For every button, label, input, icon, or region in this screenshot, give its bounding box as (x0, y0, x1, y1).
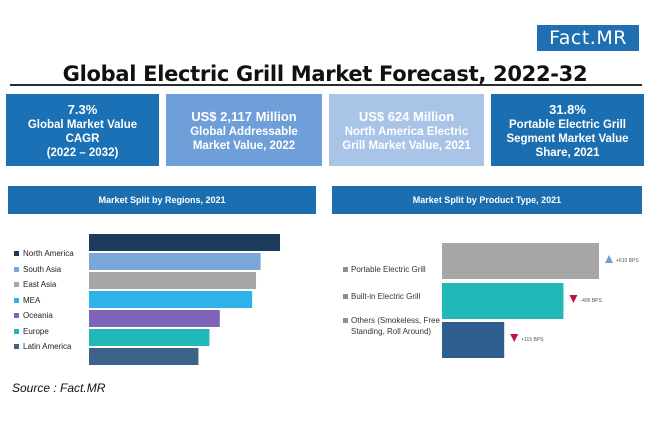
legend-item: South Asia (14, 264, 94, 276)
up-triangle-icon (605, 255, 613, 263)
kpi-cagr-line3: (2022 – 2032) (46, 146, 119, 159)
label-line: Portable Electric Grill (351, 265, 426, 274)
kpi-cagr: 7.3% Global Market Value CAGR (2022 – 20… (6, 94, 159, 166)
region-bar (89, 291, 253, 308)
legend-item: Oceania (14, 310, 94, 322)
product-type-label: Others (Smokeless, Free Standing, Roll Ar… (343, 315, 440, 337)
legend-label: Latin America (23, 342, 72, 351)
brand-logo: Fact.MR (537, 25, 639, 51)
kpi-addressable-line2: Market Value, 2022 (192, 139, 296, 152)
kpi-addressable-market: US$ 2,117 Million Global Addressable Mar… (166, 94, 322, 166)
region-bar (89, 272, 257, 289)
kpi-cagr-line2: CAGR (65, 132, 100, 145)
product-chart-title: Market Split by Product Type, 2021 (332, 186, 642, 214)
kpi-portable-line3: Share, 2021 (535, 146, 600, 159)
kpi-portable-line1: Portable Electric Grill (509, 118, 626, 131)
bps-change-label: +115 BPS (521, 337, 544, 343)
kpi-north-america-line2: Grill Market Value, 2021 (342, 139, 471, 152)
region-bar (89, 310, 220, 327)
kpi-north-america-value: US$ 624 Million (358, 108, 455, 124)
legend-label: South Asia (23, 264, 62, 274)
legend-item: Europe (14, 326, 94, 338)
legend-swatch (14, 313, 19, 318)
kpi-portable-line2: Segment Market Value (506, 132, 629, 145)
label-line: Built-in Electric Grill (351, 292, 421, 301)
kpi-cagr-value: 7.3% (67, 101, 98, 117)
kpi-portable-value: 31.8% (549, 101, 586, 117)
label-bullet (343, 267, 348, 272)
kpi-north-america-line1: North America Electric (344, 125, 469, 138)
legend-label: North America (23, 249, 74, 258)
label-bullet (343, 294, 348, 299)
legend-swatch (14, 251, 19, 256)
kpi-portable-share: 31.8% Portable Electric Grill Segment Ma… (491, 94, 644, 166)
bps-change-label: +610 BPS (616, 258, 639, 264)
legend-item: Latin America (14, 341, 94, 353)
label-line: Standing, Roll Around) (351, 327, 432, 336)
region-bar (89, 253, 261, 270)
legend-item: North America (14, 248, 94, 260)
legend-swatch (14, 344, 19, 349)
label-line: Others (Smokeless, Free (351, 316, 440, 325)
product-type-label: Built-in Electric Grill (343, 291, 420, 302)
down-triangle-icon (510, 334, 519, 342)
legend-label: Europe (23, 326, 49, 336)
page-title: Global Electric Grill Market Forecast, 2… (62, 62, 588, 86)
kpi-addressable-value: US$ 2,117 Million (191, 108, 297, 124)
legend-swatch (14, 282, 19, 287)
kpi-north-america: US$ 624 Million North America Electric G… (329, 94, 484, 166)
product-type-bar (442, 322, 505, 358)
region-bar (89, 234, 280, 251)
kpi-cagr-line1: Global Market Value (27, 118, 138, 131)
down-triangle-icon (569, 295, 578, 303)
product-type-bar (442, 283, 564, 319)
legend-swatch (14, 297, 19, 303)
legend-swatch (14, 328, 19, 334)
legend-label: MEA (23, 295, 41, 305)
product-type-label: Portable Electric Grill (343, 264, 426, 275)
legend-swatch (14, 266, 19, 272)
legend-label: Oceania (23, 311, 53, 320)
region-bar (89, 329, 210, 346)
product-type-bar (442, 243, 599, 279)
legend-item: MEA (14, 295, 94, 307)
region-bar (89, 348, 199, 365)
title-underline (10, 84, 642, 86)
label-bullet (343, 318, 348, 323)
bps-change-label: -495 BPS (580, 298, 602, 304)
legend-item: East Asia (14, 279, 94, 291)
legend-label: East Asia (23, 280, 57, 289)
kpi-addressable-line1: Global Addressable (190, 125, 298, 138)
regions-chart-title: Market Split by Regions, 2021 (8, 186, 316, 214)
source-note: Source : Fact.MR (12, 381, 106, 395)
